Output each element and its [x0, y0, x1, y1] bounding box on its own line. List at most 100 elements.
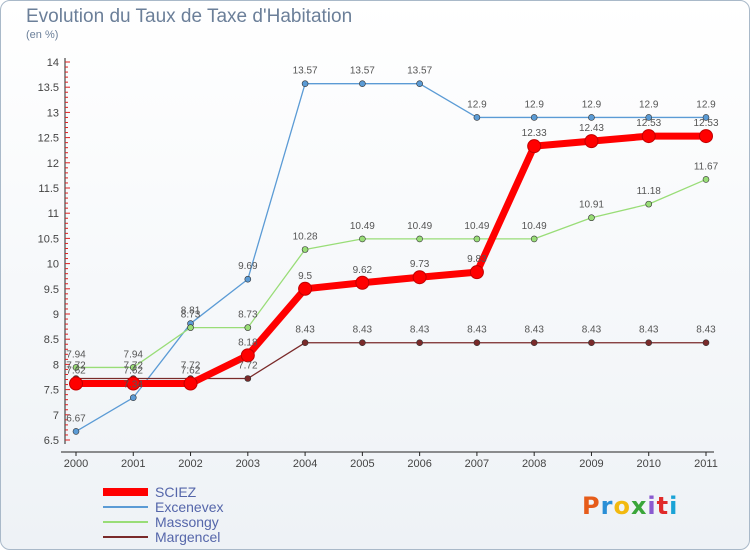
data-label: 7.62 [181, 366, 201, 377]
data-point [473, 339, 481, 347]
data-point [69, 376, 83, 391]
y-tick-label: 10 [47, 259, 59, 271]
x-tick-label: 2003 [236, 458, 260, 470]
data-point [588, 214, 595, 222]
data-point [699, 129, 713, 144]
data-point [359, 339, 366, 347]
data-point [588, 339, 595, 347]
data-point [702, 339, 710, 347]
data-label: 8.43 [696, 325, 716, 336]
logo-letter: t [656, 492, 670, 520]
x-tick-label: 2006 [407, 458, 431, 470]
data-label: 8.43 [582, 325, 602, 336]
data-point [416, 235, 423, 243]
data-point [702, 114, 710, 121]
y-tick-label: 13 [47, 107, 59, 119]
chart-subtitle: (en %) [26, 29, 59, 41]
data-point [72, 364, 80, 371]
data-label: 7.72 [124, 361, 144, 372]
data-label: 13.57 [407, 66, 432, 77]
y-tick-label: 7 [53, 410, 59, 422]
logo-letter: x [630, 492, 648, 520]
data-label: 10.49 [350, 221, 375, 232]
data-point [416, 80, 423, 87]
data-label: 10.49 [407, 221, 432, 232]
data-label: 7.72 [238, 361, 258, 372]
data-label: 8.43 [353, 325, 373, 336]
x-tick-label: 2005 [350, 458, 374, 470]
data-label: 10.49 [464, 221, 489, 232]
x-tick-label: 2008 [522, 458, 546, 470]
data-point [244, 324, 252, 331]
data-label: 8.73 [238, 310, 258, 321]
logo-letter: P [582, 492, 601, 520]
y-tick-label: 7.5 [44, 385, 59, 397]
data-point [530, 114, 538, 121]
data-label: 8.43 [410, 325, 430, 336]
data-label: 7.72 [181, 361, 201, 372]
chart-title: Evolution du Taux de Taxe d'Habitation [26, 6, 353, 27]
data-point [72, 428, 80, 435]
legend-label: Excenevex [155, 499, 223, 515]
data-label: 12.53 [693, 118, 718, 129]
data-label: 8.43 [639, 325, 659, 336]
data-point [129, 394, 137, 401]
data-label: 12.9 [467, 99, 487, 110]
data-point [244, 275, 252, 283]
data-label: 8.43 [524, 325, 544, 336]
data-label: 12.43 [579, 123, 604, 134]
data-label: 10.49 [522, 221, 547, 232]
y-tick-label: 10.5 [38, 233, 59, 245]
x-tick-label: 2011 [694, 458, 718, 470]
data-label: 12.9 [524, 99, 544, 110]
data-label: 12.53 [636, 118, 661, 129]
logo-letter: i [669, 492, 679, 520]
data-point [359, 235, 366, 243]
series-line-excenevex [75, 83, 707, 433]
legend-label: Margencel [155, 529, 220, 545]
x-tick-label: 2002 [178, 458, 202, 470]
y-tick-label: 8.5 [44, 334, 59, 346]
data-label: 8.18 [238, 337, 258, 348]
y-tick-label: 12 [47, 158, 59, 170]
data-label: 13.57 [350, 66, 375, 77]
data-point [469, 265, 484, 280]
data-label: 11.67 [694, 161, 719, 172]
data-point [187, 324, 194, 331]
y-tick-label: 6.5 [44, 435, 59, 447]
data-point [530, 339, 538, 347]
x-tick-label: 2000 [64, 458, 88, 470]
data-point [645, 339, 653, 347]
data-label: 8.43 [295, 325, 315, 336]
data-point [298, 281, 313, 296]
data-point [301, 339, 309, 347]
data-label: 9.69 [238, 261, 258, 272]
x-tick-label: 2007 [465, 458, 489, 470]
data-point [359, 80, 366, 87]
legend-label: SCIEZ [155, 484, 197, 500]
data-point [527, 139, 542, 154]
data-point [240, 348, 255, 363]
data-point [183, 376, 198, 391]
data-label: 12.9 [639, 99, 659, 110]
data-point [473, 114, 481, 121]
y-tick-label: 8 [53, 359, 59, 371]
data-label: 7.34 [124, 380, 144, 391]
data-label: 8.81 [181, 306, 201, 317]
data-label: 8.43 [467, 325, 487, 336]
data-label: 12.9 [696, 99, 716, 110]
data-label: 10.91 [579, 200, 604, 211]
legend-label: Massongy [155, 514, 219, 530]
data-label: 7.62 [66, 366, 86, 377]
data-label: 13.57 [293, 66, 318, 77]
data-label: 9.73 [410, 259, 430, 270]
logo-letter: r [600, 492, 614, 520]
series-line-margencel [75, 342, 707, 380]
series-line-sciez [72, 132, 710, 388]
y-tick-label: 11.5 [38, 183, 59, 195]
data-label: 11.18 [637, 186, 662, 197]
data-point [645, 114, 653, 121]
data-point [301, 80, 309, 87]
